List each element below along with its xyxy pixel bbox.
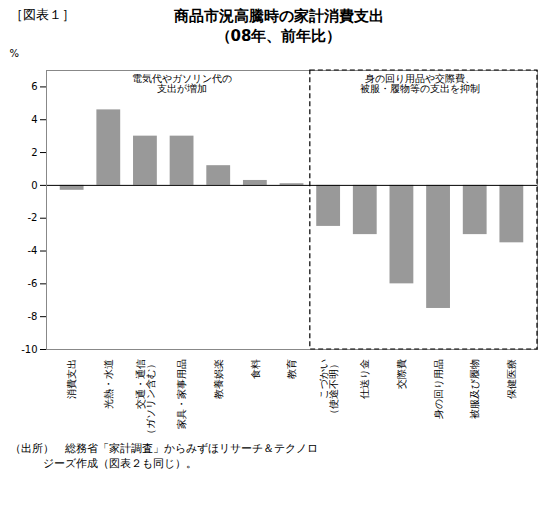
svg-text:-2: -2 [28, 212, 38, 223]
svg-text:光熱・水道: 光熱・水道 [103, 359, 114, 409]
svg-text:電気代やガソリン代の支出が増加: 電気代やガソリン代の支出が増加 [132, 73, 232, 94]
svg-text:交通・通信（ガソリン含む）: 交通・通信（ガソリン含む） [135, 359, 156, 439]
svg-text:消費支出: 消費支出 [66, 359, 77, 399]
svg-text:2: 2 [31, 147, 37, 158]
svg-text:教育: 教育 [286, 359, 297, 379]
svg-text:食料: 食料 [250, 359, 261, 379]
svg-text:交際費: 交際費 [396, 359, 407, 389]
html-text:（出所） 総務省「家計調査」からみずほリサーチ＆テクノロ ジ: （出所） 総務省「家計調査」からみずほリサーチ＆テクノロ ジーズ作成（図表２も同… [10, 442, 318, 470]
svg-text:0: 0 [31, 180, 37, 191]
html-text:［図表１］: ［図表１］ [10, 7, 75, 22]
svg-text:保健医療: 保健医療 [506, 359, 517, 399]
svg-text:仕送り金: 仕送り金 [359, 359, 370, 399]
html-text:商品市況高騰時の家計消費支出: 商品市況高騰時の家計消費支出 [173, 7, 384, 25]
html-text:（08年、前年比）: （08年、前年比） [215, 27, 342, 45]
svg-text:こづかい（使途不明）: こづかい（使途不明） [318, 359, 339, 419]
svg-text:-8: -8 [28, 311, 38, 322]
svg-text:4: 4 [31, 114, 37, 125]
svg-text:-10: -10 [21, 344, 37, 355]
svg-text:-6: -6 [28, 278, 38, 289]
svg-text:-4: -4 [28, 245, 38, 256]
svg-text:6: 6 [31, 81, 37, 92]
svg-text:家具・家事用品: 家具・家事用品 [176, 359, 187, 429]
svg-text:教養娯楽: 教養娯楽 [213, 359, 224, 399]
svg-text:身の回り用品や交際費、被服・履物等の支出を抑制: 身の回り用品や交際費、被服・履物等の支出を抑制 [360, 73, 480, 94]
svg-text:被服及び履物: 被服及び履物 [469, 359, 480, 419]
svg-text:%: % [10, 48, 20, 59]
svg-text:身の回り用品: 身の回り用品 [433, 359, 444, 419]
